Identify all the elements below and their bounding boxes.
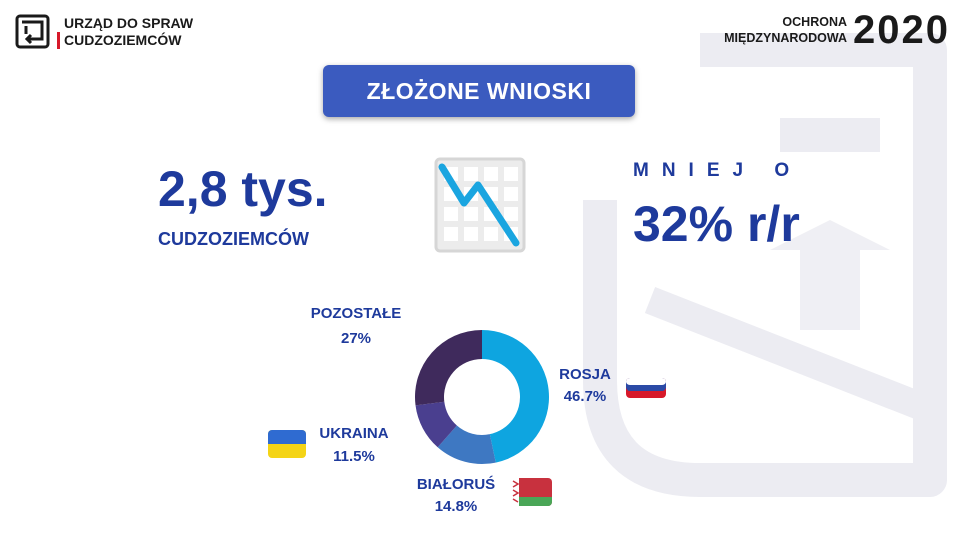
org-name-line2: CUDZOZIEMCÓW (57, 32, 193, 49)
chart-down-icon (434, 157, 526, 253)
ukraine-flag-icon (268, 430, 306, 458)
slice-category-label: POZOSTAŁE (311, 305, 402, 322)
office-logo-icon (15, 14, 50, 49)
office-logo: URZĄD DO SPRAW CUDZOZIEMCÓW (14, 12, 193, 52)
applications-count: 2,8 tys. (158, 161, 328, 217)
slice-value-label: 46.7% (564, 388, 607, 405)
pie-slice-rosja (482, 330, 549, 463)
russia-flag-icon (626, 378, 666, 398)
slice-value-label: 14.8% (435, 498, 478, 515)
slice-value-label: 11.5% (333, 448, 375, 465)
page-title: ZŁOŻONE WNIOSKI (323, 65, 635, 117)
slice-category-label: BIAŁORUŚ (417, 475, 495, 493)
pie-slice-ukraina (415, 401, 457, 448)
pie-slice-pozostałe (415, 330, 482, 406)
decrease-label: MNIEJ O (633, 160, 803, 181)
belarus-flag-icon (512, 478, 552, 506)
slice-category-label: ROSJA (559, 366, 611, 383)
pie-slice-białoruś (437, 425, 496, 464)
topic-line2: MIĘDZYNARODOWA (724, 31, 848, 45)
year-label: 2020 (853, 8, 950, 52)
slice-value-label: 27% (341, 330, 371, 347)
org-name-line1: URZĄD DO SPRAW (64, 15, 194, 31)
decrease-value: 32% r/r (633, 196, 800, 252)
applications-count-label: CUDZOZIEMCÓW (158, 229, 309, 249)
topic-line1: OCHRONA (782, 15, 848, 29)
slice-category-label: UKRAINA (319, 425, 388, 442)
topic-header: OCHRONA MIĘDZYNARODOWA 2020 (724, 10, 950, 50)
